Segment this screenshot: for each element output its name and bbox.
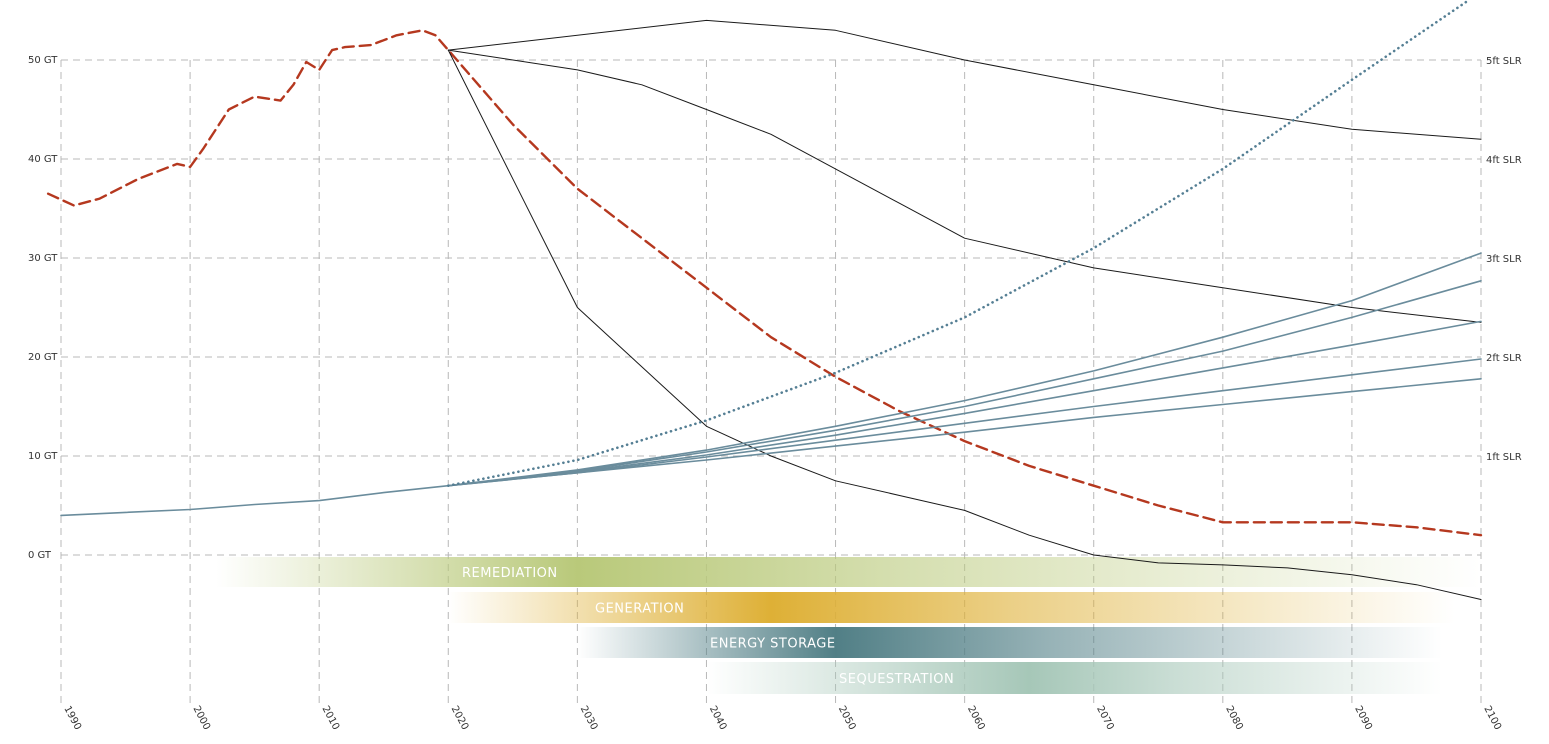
band-sequestration xyxy=(706,662,1443,694)
y-tick-label-left: 30 GT xyxy=(28,253,58,264)
y-tick-label-right: 5ft SLR xyxy=(1486,56,1522,67)
strategy-bands xyxy=(215,557,1482,694)
band-generation xyxy=(448,592,1456,623)
band-energy-storage xyxy=(577,627,1443,658)
y-tick-label-left: 0 GT xyxy=(28,550,52,561)
series-line-blue xyxy=(447,320,1482,487)
y-tick-label-left: 40 GT xyxy=(28,154,58,165)
x-tick-label: 2080 xyxy=(1223,704,1245,732)
y-tick-label-left: 50 GT xyxy=(28,55,58,66)
x-tick-label: 2000 xyxy=(190,704,212,732)
series-line-black xyxy=(447,49,1482,600)
series-line-black xyxy=(447,49,1482,323)
y-tick-label-right: 2ft SLR xyxy=(1486,353,1522,364)
x-tick-label: 2090 xyxy=(1352,704,1374,732)
y-tick-label-left: 10 GT xyxy=(28,451,58,462)
x-tick-label: 2030 xyxy=(578,704,600,732)
x-tick-label: 2040 xyxy=(707,704,729,732)
band-label: ENERGY STORAGE xyxy=(710,637,836,652)
y-tick-label-right: 4ft SLR xyxy=(1486,155,1522,166)
x-tick-label: 1990 xyxy=(61,704,83,732)
band-label: SEQUESTRATION xyxy=(839,672,954,687)
x-tick-label: 2010 xyxy=(320,704,342,732)
band-label: REMEDIATION xyxy=(462,566,558,581)
band-remediation xyxy=(215,557,1482,587)
x-tick-label: 2070 xyxy=(1094,704,1116,732)
x-tick-label: 2100 xyxy=(1481,704,1503,732)
y-tick-label-right: 1ft SLR xyxy=(1486,452,1522,463)
y-tick-label-right: 3ft SLR xyxy=(1486,254,1522,265)
series-line-blue xyxy=(447,358,1482,487)
band-label: GENERATION xyxy=(595,602,684,617)
x-tick-label: 2060 xyxy=(965,704,987,732)
x-tick-label: 2050 xyxy=(836,704,858,732)
series-line-dotted-blue xyxy=(446,0,1470,488)
series-line-blue xyxy=(447,252,1482,487)
y-tick-label-left: 20 GT xyxy=(28,352,58,363)
x-tick-label: 2020 xyxy=(449,704,471,732)
series-line-blue xyxy=(60,377,1482,517)
series-line-dashed-red xyxy=(46,29,1483,537)
series-lines xyxy=(46,0,1483,600)
series-line-black xyxy=(447,19,1482,140)
series-line-blue xyxy=(447,279,1482,487)
